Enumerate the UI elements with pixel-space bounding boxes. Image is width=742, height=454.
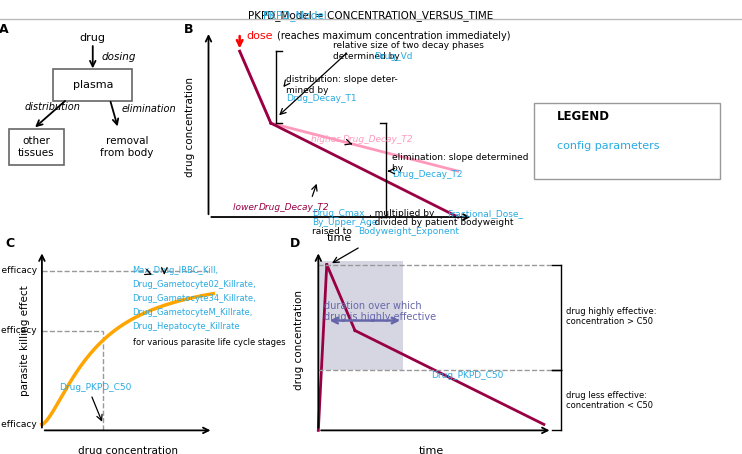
Text: Drug_Gametocyte34_Killrate,: Drug_Gametocyte34_Killrate, (133, 294, 256, 303)
Text: 50% efficacy: 50% efficacy (0, 326, 37, 335)
Text: Drug_Decay_T2: Drug_Decay_T2 (393, 170, 463, 179)
Text: relative size of two decay phases
determined by: relative size of two decay phases determ… (333, 41, 484, 61)
Text: dose: dose (246, 31, 272, 41)
Text: higher: higher (312, 134, 344, 143)
Text: drug: drug (79, 33, 106, 43)
Text: lower: lower (234, 202, 261, 212)
FancyBboxPatch shape (53, 69, 132, 101)
Text: Drug_Hepatocyte_Killrate: Drug_Hepatocyte_Killrate (133, 322, 240, 331)
Text: Drug_Gametocyte02_Killrate,: Drug_Gametocyte02_Killrate, (133, 280, 256, 289)
Bar (318, 261, 403, 370)
Text: Drug_Decay_T2: Drug_Decay_T2 (258, 202, 329, 212)
Text: Max_Drug_IRBC_Kill,: Max_Drug_IRBC_Kill, (133, 266, 219, 275)
Text: C: C (5, 237, 14, 250)
Text: Drug_Decay_T1: Drug_Decay_T1 (286, 94, 357, 103)
Text: raised to: raised to (312, 227, 355, 236)
Text: no efficacy: no efficacy (0, 420, 37, 429)
Text: removal
from body: removal from body (100, 136, 154, 158)
Text: dosing: dosing (102, 52, 136, 62)
Text: D: D (290, 237, 301, 250)
Text: time: time (418, 446, 444, 454)
FancyBboxPatch shape (533, 103, 720, 179)
Text: max efficacy: max efficacy (0, 266, 37, 275)
Text: drug highly effective:
concentration > C50: drug highly effective: concentration > C… (566, 307, 657, 326)
Text: B: B (183, 23, 193, 36)
Text: distribution: slope deter-
mined by: distribution: slope deter- mined by (286, 75, 398, 94)
Text: Drug_PKPD_C50: Drug_PKPD_C50 (59, 384, 131, 392)
Text: drug concentration: drug concentration (294, 291, 303, 390)
Text: Drug_GametocyteM_Killrate,: Drug_GametocyteM_Killrate, (133, 308, 253, 317)
Text: Bodyweight_Exponent: Bodyweight_Exponent (358, 227, 459, 236)
Text: Drug_Vd: Drug_Vd (374, 52, 412, 61)
Text: By_Upper_Age: By_Upper_Age (312, 218, 377, 227)
Text: parasite killing effect: parasite killing effect (20, 285, 30, 396)
Text: elimination: elimination (122, 104, 177, 114)
Text: , multiplied by: , multiplied by (369, 209, 437, 218)
Text: drug less effective:
concentration < C50: drug less effective: concentration < C50 (566, 391, 654, 410)
Text: Drug_Cmax: Drug_Cmax (312, 209, 364, 218)
Text: distribution: distribution (24, 102, 80, 112)
Text: for various parasite life cycle stages: for various parasite life cycle stages (133, 338, 285, 347)
Text: LEGEND: LEGEND (556, 110, 610, 123)
Text: Fractional_Dose_: Fractional_Dose_ (447, 209, 523, 218)
Text: PKPD_Model = CONCENTRATION_VERSUS_TIME: PKPD_Model = CONCENTRATION_VERSUS_TIME (249, 10, 493, 21)
FancyBboxPatch shape (9, 129, 64, 165)
Text: other
tissues: other tissues (18, 136, 55, 158)
Text: (reaches maximum concentration immediately): (reaches maximum concentration immediate… (277, 31, 510, 41)
Text: A: A (0, 23, 8, 36)
Text: elimination: slope determined
by: elimination: slope determined by (393, 153, 529, 173)
Text: drug concentration: drug concentration (185, 77, 195, 177)
Text: duration over which
drug is highly effective: duration over which drug is highly effec… (324, 301, 436, 322)
Text: plasma: plasma (73, 80, 113, 90)
Text: PKPD_Model: PKPD_Model (263, 10, 327, 21)
Text: config parameters: config parameters (556, 141, 660, 151)
Text: time: time (326, 233, 352, 243)
Text: drug concentration: drug concentration (78, 446, 177, 454)
Text: , divided by patient bodyweight: , divided by patient bodyweight (369, 218, 513, 227)
Text: Drug_PKPD_C50: Drug_PKPD_C50 (431, 371, 504, 380)
Text: Drug_Decay_T2: Drug_Decay_T2 (343, 134, 413, 143)
